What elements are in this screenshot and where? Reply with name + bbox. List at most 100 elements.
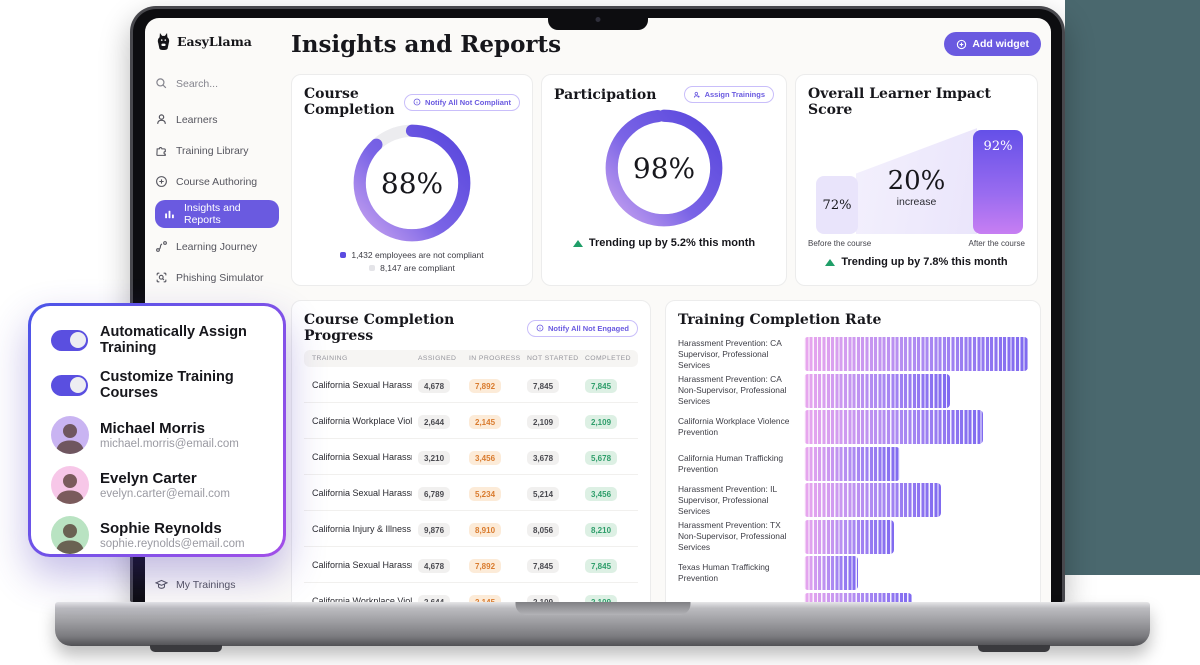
user-name: Sophie Reynolds — [100, 520, 222, 538]
course-completion-card: Course Completion Notify All Not Complia… — [291, 74, 533, 286]
avatar — [51, 516, 89, 554]
info-icon — [413, 98, 421, 106]
user-list-item[interactable]: Michael Morris michael.morris@email.com — [51, 416, 263, 454]
chart-row: Illinois Workplace Violence — [678, 592, 1028, 602]
chart-category-label: Harassment Prevention: CA Supervisor, Pr… — [678, 337, 782, 370]
sidebar-item-phishing-simulator[interactable]: Phishing Simulator — [155, 262, 279, 293]
table-row[interactable]: California Sexual Harassment Prev… 4,678… — [304, 367, 638, 403]
course-completion-donut: 88% — [351, 122, 473, 244]
route-icon — [156, 241, 167, 252]
notify-all-not-engaged-button[interactable]: Notify All Not Engaged — [527, 319, 638, 337]
card-title: Participation — [554, 86, 657, 103]
not-started-badge: 7,845 — [527, 559, 560, 573]
table-row[interactable]: California Workplace Violence Trai… 2,64… — [304, 403, 638, 439]
table-row[interactable]: California Workplace Violence Trai… 2,64… — [304, 583, 638, 602]
table-row[interactable]: California Sexual Harassment Prev… 3,210… — [304, 439, 638, 475]
chart-bar — [804, 446, 901, 481]
user-email: sophie.reynolds@email.com — [100, 537, 245, 550]
training-name: California Sexual Harassment Prev… — [312, 487, 412, 498]
laptop-foot-right — [978, 645, 1050, 652]
sidebar-item-insights-and-reports[interactable]: Insights and Reports — [155, 200, 279, 228]
training-name: California Workplace Violence Trai… — [312, 415, 412, 426]
person-icon — [157, 114, 166, 124]
legend-swatch-compliant — [369, 265, 376, 271]
impact-before-bar: 72% — [816, 176, 858, 234]
user-name: Michael Morris — [100, 420, 206, 438]
completed-badge: 8,210 — [585, 523, 618, 537]
chart-row: Harassment Prevention: IL Supervisor, Pr… — [678, 482, 1028, 519]
chart-bar — [804, 519, 894, 554]
completed-badge: 2,109 — [585, 595, 618, 602]
detail-card-row: Course Completion Progress Notify All No… — [291, 300, 1041, 602]
chart-row: Harassment Prevention: CA Supervisor, Pr… — [678, 336, 1028, 373]
training-name: California Sexual Harassment Prev… — [312, 451, 412, 462]
not-started-badge: 2,109 — [527, 595, 560, 602]
impact-after-bar: 92% — [973, 130, 1023, 234]
sidebar-item-learners[interactable]: Learners — [155, 104, 279, 135]
completed-badge: 3,456 — [585, 487, 618, 501]
table-row[interactable]: California Sexual Harassment Prev… 4,678… — [304, 547, 638, 583]
table-row[interactable]: California Sexual Harassment Prev… 6,789… — [304, 475, 638, 511]
user-name: Evelyn Carter — [100, 470, 197, 488]
person-plus-icon — [693, 91, 700, 98]
avatar — [51, 416, 89, 454]
in-progress-badge: 5,234 — [469, 487, 502, 501]
training-name: California Injury & Illness Preventio… — [312, 523, 412, 534]
page-header: Insights and Reports Add widget — [291, 26, 1041, 62]
completed-badge: 7,845 — [585, 559, 618, 573]
impact-trend: Trending up by 7.8% this month — [808, 256, 1025, 268]
chart-row: California Workplace Violence Prevention — [678, 409, 1028, 446]
not-started-badge: 5,214 — [527, 487, 560, 501]
plus-circle-icon — [156, 176, 167, 187]
assigned-badge: 2,644 — [418, 415, 451, 429]
puzzle-icon — [156, 147, 166, 156]
notify-all-not-compliant-button[interactable]: Notify All Not Compliant — [404, 93, 520, 111]
app-logo[interactable]: EasyLlama — [155, 30, 279, 52]
in-progress-badge: 2,145 — [469, 415, 502, 429]
customize-courses-toggle-row[interactable]: Customize Training Courses — [51, 369, 263, 401]
toggle-knob — [69, 377, 86, 393]
camera-notch — [547, 9, 648, 30]
card-title: Course Completion Progress — [304, 312, 455, 344]
page-title: Insights and Reports — [291, 30, 562, 58]
participation-donut: 98% — [603, 107, 725, 229]
toggle-switch-on[interactable] — [51, 329, 88, 351]
flag-icon — [157, 303, 166, 314]
impact-delta-label: increase — [896, 196, 937, 208]
participation-card: Participation Assign Trainings — [541, 74, 787, 286]
course-completion-legend: 1,432 employees are not compliant 8,147 … — [304, 250, 520, 273]
toggle-switch-on[interactable] — [51, 374, 88, 396]
person-photo-silhouette — [56, 474, 84, 504]
sidebar-item-training-library[interactable]: Training Library — [155, 135, 279, 166]
table-row[interactable]: California Injury & Illness Preventio… 9… — [304, 511, 638, 547]
sidebar-item-learning-journey[interactable]: Learning Journey — [155, 231, 279, 262]
chart-row: Harassment Prevention: CA Non-Supervisor… — [678, 373, 1028, 410]
assigned-badge: 4,678 — [418, 379, 451, 393]
chart-category-label: California Workplace Violence Prevention — [678, 416, 790, 438]
add-widget-button[interactable]: Add widget — [944, 32, 1041, 56]
sidebar-item-case-management[interactable]: Case Management — [155, 293, 279, 324]
llama-logo-icon — [157, 32, 170, 50]
scan-search-icon — [156, 272, 167, 283]
user-list-item[interactable]: Evelyn Carter evelyn.carter@email.com — [51, 466, 263, 504]
chart-row: Harassment Prevention: TX Non-Supervisor… — [678, 519, 1028, 556]
user-list-item[interactable]: Sophie Reynolds sophie.reynolds@email.co… — [51, 516, 263, 554]
course-completion-progress-card: Course Completion Progress Notify All No… — [291, 300, 651, 602]
chart-row: California Human Trafficking Prevention — [678, 446, 1028, 483]
person-photo-silhouette — [56, 524, 84, 554]
participation-percent: 98% — [632, 151, 696, 185]
camera-dot — [595, 17, 600, 22]
chart-bar — [804, 337, 1028, 372]
chart-bar — [804, 556, 858, 591]
completed-badge: 5,678 — [585, 451, 618, 465]
auto-assign-toggle-row[interactable]: Automatically Assign Training — [51, 324, 263, 356]
not-started-badge: 3,678 — [527, 451, 560, 465]
assign-trainings-button[interactable]: Assign Trainings — [683, 86, 774, 103]
app-logo-text: EasyLlama — [177, 33, 252, 49]
assigned-badge: 6,789 — [418, 487, 451, 501]
sidebar-item-course-authoring[interactable]: Course Authoring — [155, 166, 279, 197]
search-input[interactable]: Search... — [155, 68, 279, 99]
sidebar-item-my-trainings[interactable]: My Trainings — [155, 569, 236, 600]
impact-delta-value: 20% — [887, 166, 946, 196]
